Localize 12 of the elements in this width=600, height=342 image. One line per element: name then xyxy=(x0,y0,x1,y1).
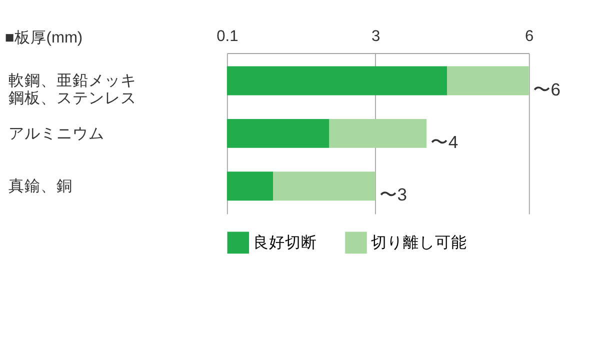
text: ■板厚(mm) xyxy=(4,29,83,46)
y-tick-label: 軟鋼、亜鉛メッキ鋼板、ステンレス xyxy=(8,72,136,108)
legend-label: 切り離し可能 xyxy=(371,234,468,252)
annotation: 〜4 xyxy=(430,132,458,152)
y-tick-label: 真鍮、銅 xyxy=(8,177,72,195)
y-tick-label: アルミニウム xyxy=(8,125,104,142)
x-tick-label: 3 xyxy=(372,28,380,45)
x-tick-label: 6 xyxy=(525,28,534,45)
x-tick-label: 0.1 xyxy=(216,28,238,45)
annotation: 〜6 xyxy=(532,79,561,100)
legend-label: 良好切断 xyxy=(253,234,318,252)
annotation: 〜3 xyxy=(379,184,408,205)
